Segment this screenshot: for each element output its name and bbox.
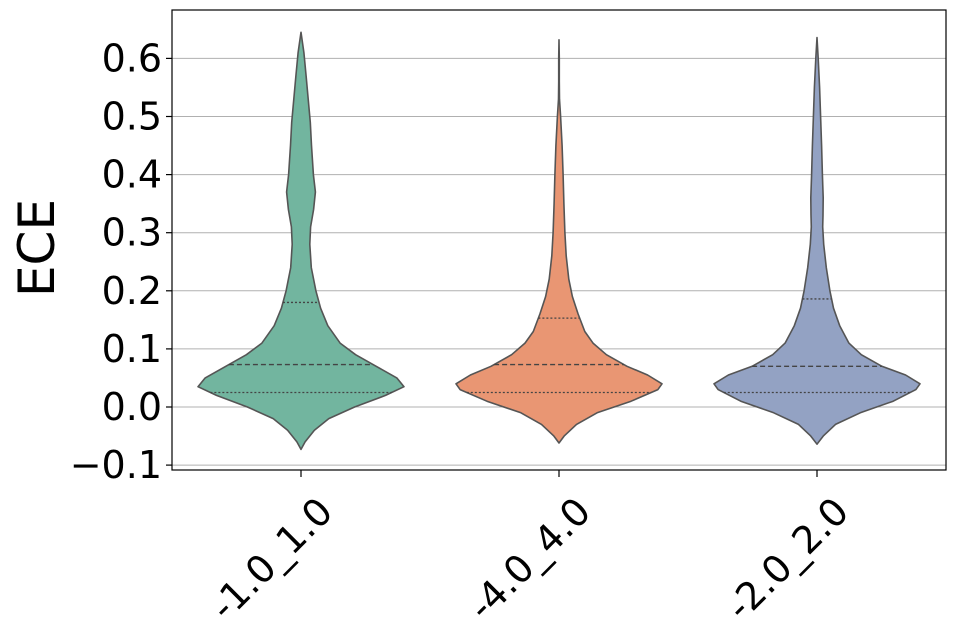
y-tick-label: 0.0 (102, 385, 162, 429)
y-axis-title: ECE (8, 199, 66, 297)
y-tick-label: 0.4 (102, 153, 162, 197)
x-axis-ticks: -1.0_1.0 -4.0_4.0 -2.0_2.0 (201, 470, 857, 629)
y-tick-label: 0.6 (102, 36, 162, 80)
y-axis-ticks: −0.1 0.0 0.1 0.2 0.3 0.4 0.5 0.6 (70, 36, 172, 487)
y-tick-label: −0.1 (70, 443, 162, 487)
violin-body (197, 31, 405, 451)
y-tick-label: 0.3 (102, 211, 162, 255)
x-tick-label: -2.0_2.0 (717, 489, 857, 629)
violin-body (713, 36, 921, 445)
y-tick-label: 0.5 (102, 95, 162, 139)
violins (197, 31, 921, 451)
x-tick-label: -1.0_1.0 (201, 489, 341, 629)
y-tick-label: 0.2 (102, 269, 162, 313)
x-tick-label: -4.0_4.0 (459, 489, 599, 629)
y-tick-label: 0.1 (102, 327, 162, 371)
violin-body (455, 39, 663, 444)
